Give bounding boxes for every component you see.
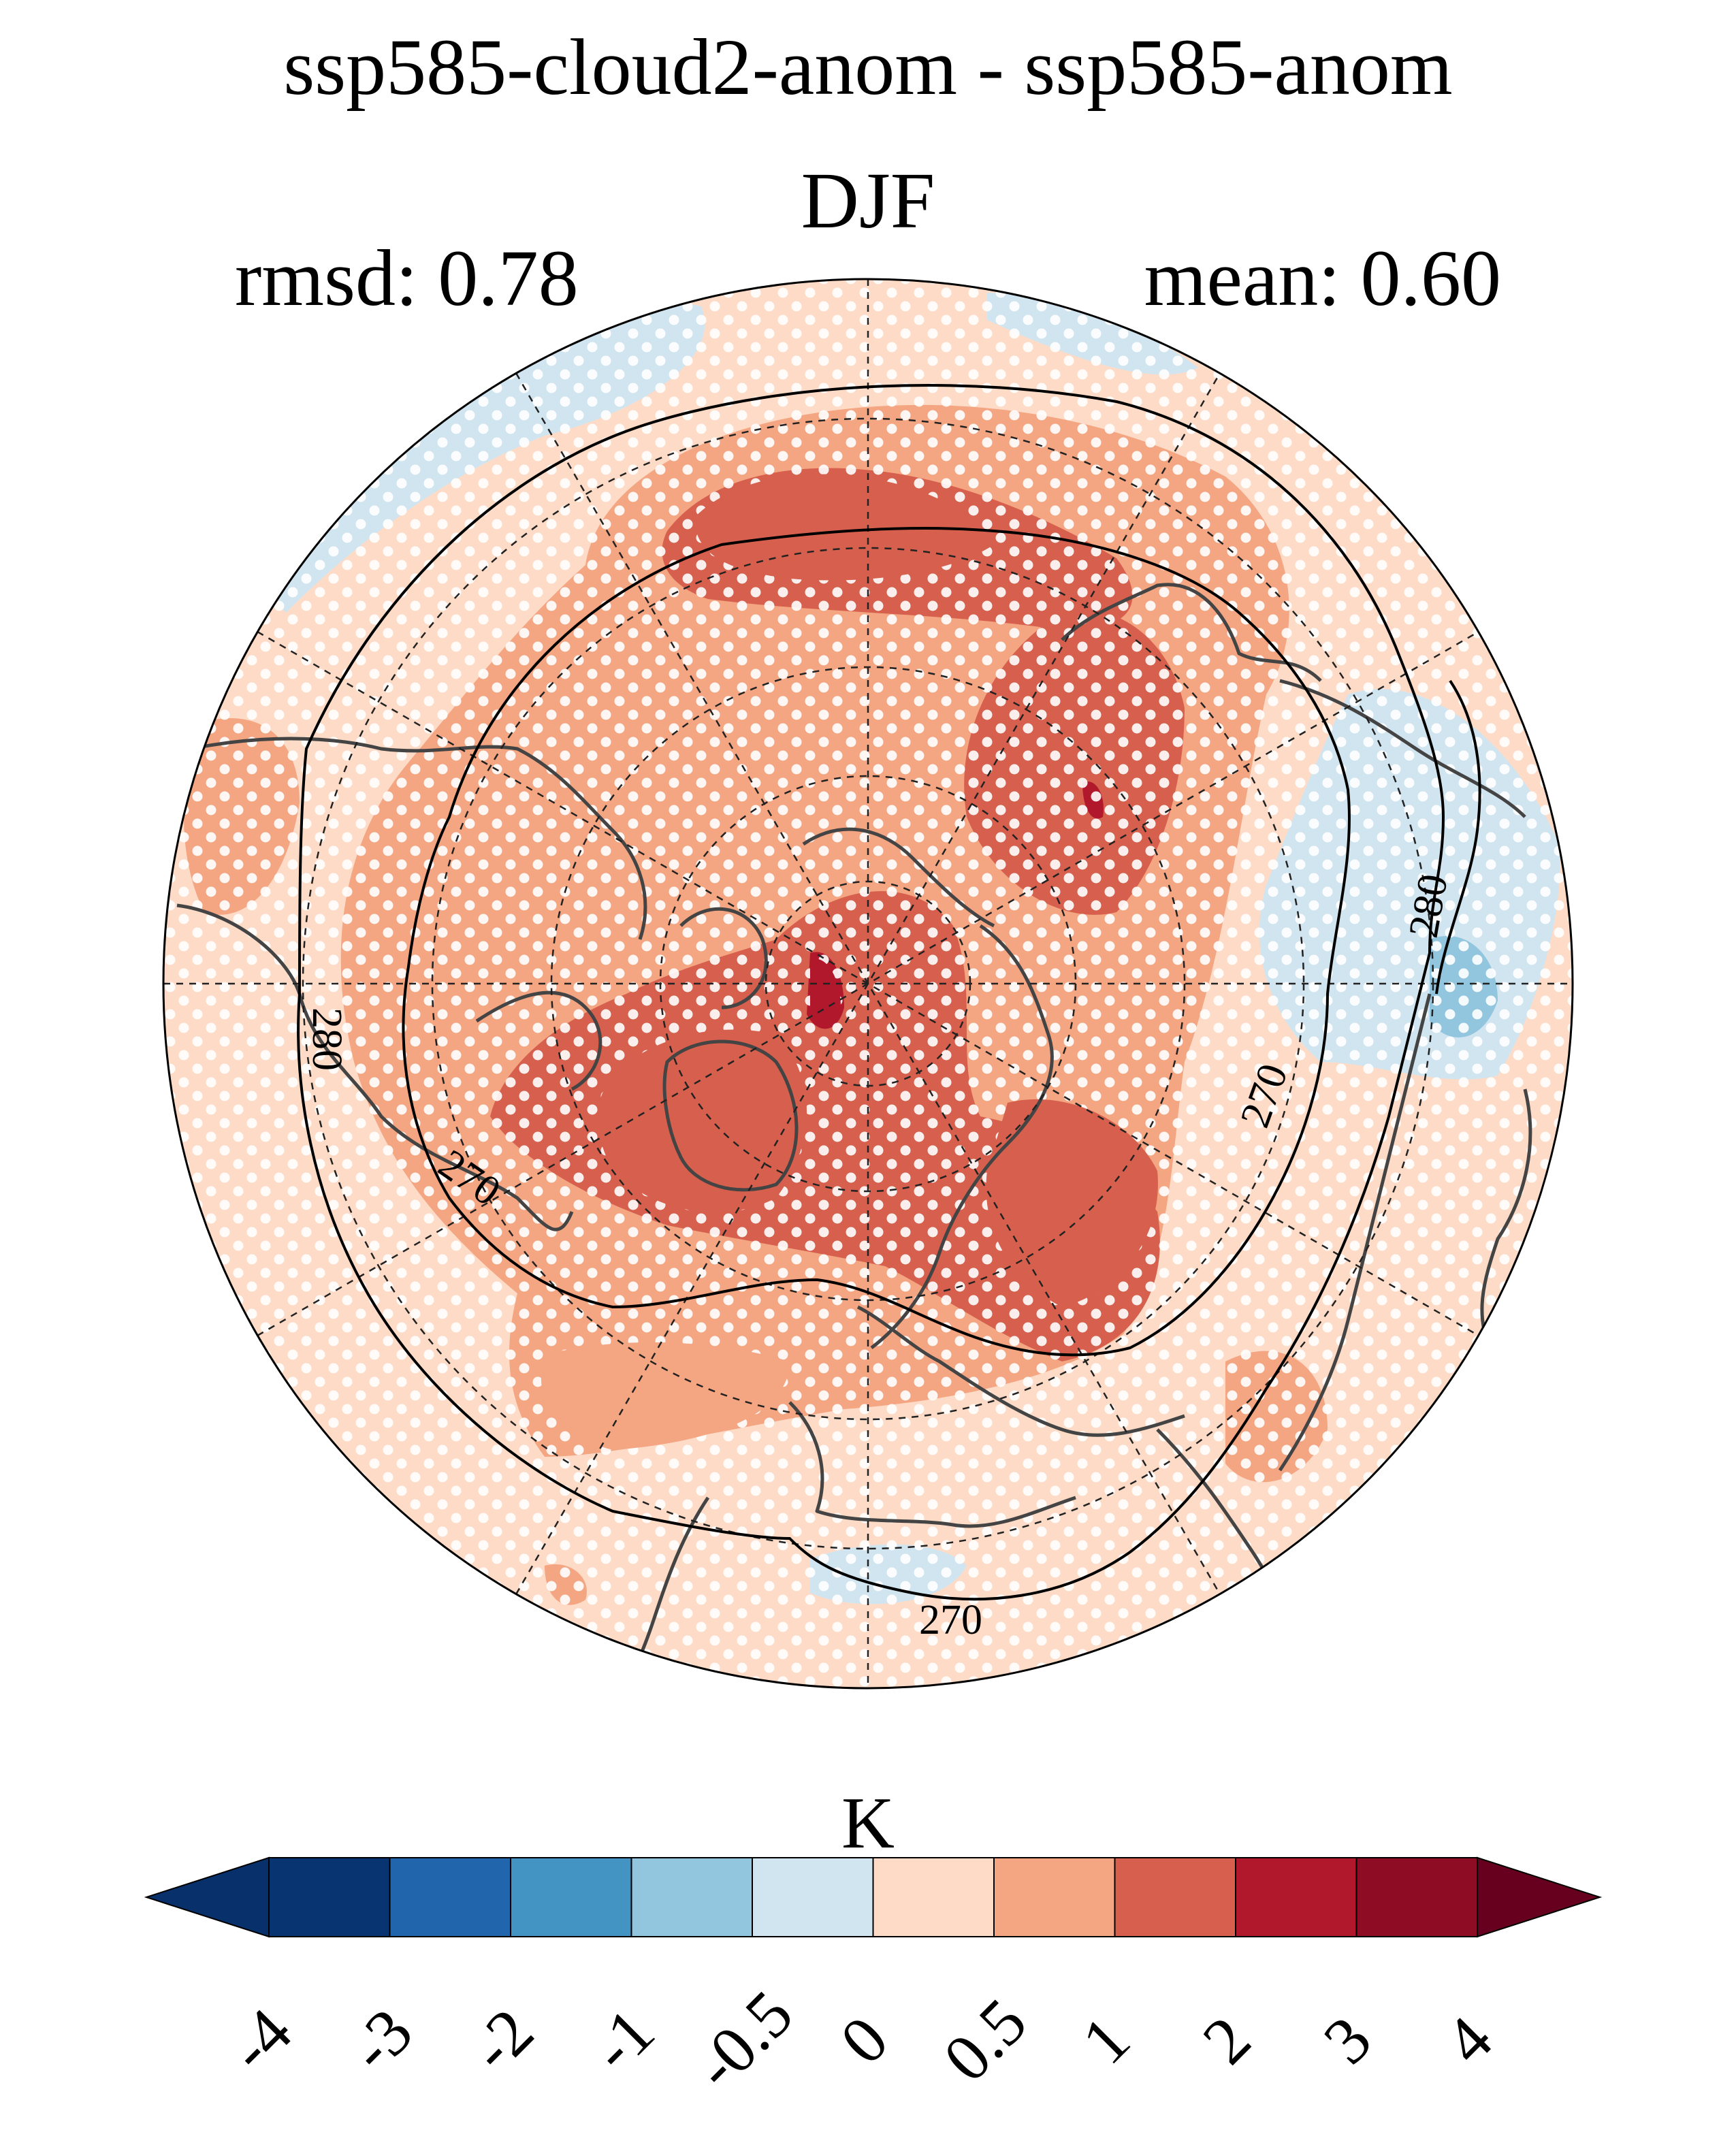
contour-280-east xyxy=(1435,679,1481,995)
colorbar-box xyxy=(268,1857,391,1937)
colorbar-box xyxy=(1235,1857,1357,1937)
colorbar-tick-label: -4 xyxy=(214,1995,306,2086)
figure-title: ssp585-cloud2-anom - ssp585-anom xyxy=(283,22,1453,112)
colorbar-tick-label: -1 xyxy=(577,1995,669,2086)
colorbar-tick-label: -3 xyxy=(336,1995,427,2086)
sig-patch-center xyxy=(597,1029,807,1212)
colorbar-extend-low xyxy=(144,1856,270,1938)
sig-patch-top xyxy=(694,474,994,581)
colorbar-tick-label: 4 xyxy=(1431,2003,1507,2078)
colorbar-box xyxy=(872,1857,995,1937)
colorbar-box xyxy=(630,1857,753,1937)
colorbar-units: K xyxy=(841,1783,895,1864)
map-field: 280 270 270 280 270 280 xyxy=(163,279,1573,1688)
colorbar-box xyxy=(993,1857,1116,1937)
colorbar-tick-label: 1 xyxy=(1068,2003,1144,2078)
colorbar-box xyxy=(1355,1857,1478,1937)
colorbar-extend-high xyxy=(1477,1856,1603,1938)
colorbar-box xyxy=(510,1857,632,1937)
contour-270-inner xyxy=(402,527,1351,1357)
mean-label: mean: 0.60 xyxy=(1144,233,1501,323)
climatology-contours xyxy=(297,384,1481,1601)
graticule xyxy=(163,279,1573,1688)
colorbar-box xyxy=(1114,1857,1236,1937)
rmsd-label: rmsd: 0.78 xyxy=(235,233,579,323)
colorbar-tick-label: 2 xyxy=(1189,2003,1265,2078)
season-label: DJF xyxy=(801,156,935,245)
colorbar-tick-label: 0 xyxy=(826,2003,902,2078)
sig-patch-east xyxy=(986,1099,1158,1307)
colorbar-tick-labels: -4 -3 -2 -1 -0.5 0 0.5 1 2 3 4 xyxy=(214,1977,1507,2103)
colorbar: -4 -3 -2 -1 -0.5 0 0.5 1 2 3 4 xyxy=(144,1856,1603,2103)
map-boundary xyxy=(162,278,1574,1690)
colorbar-box xyxy=(752,1857,874,1937)
colorbar-tick-label: -0.5 xyxy=(680,1977,807,2103)
sig-patch-center-core xyxy=(810,958,841,1024)
colorbar-boxes xyxy=(144,1856,1603,1938)
sig-patch-south xyxy=(541,1342,790,1450)
colorbar-tick-label: 0.5 xyxy=(930,1985,1041,2096)
colorbar-tick-label: -2 xyxy=(456,1995,547,2086)
contour-label-4: 280 xyxy=(1400,871,1457,941)
contour-280-outer xyxy=(297,384,1445,1601)
colorbar-box xyxy=(389,1857,511,1937)
polar-map: 280 270 270 280 270 280 xyxy=(162,278,1574,1690)
contour-label-1: 280 xyxy=(304,1007,350,1071)
contour-label-5: 270 xyxy=(919,1597,982,1643)
colorbar-tick-label: 3 xyxy=(1310,2003,1385,2078)
